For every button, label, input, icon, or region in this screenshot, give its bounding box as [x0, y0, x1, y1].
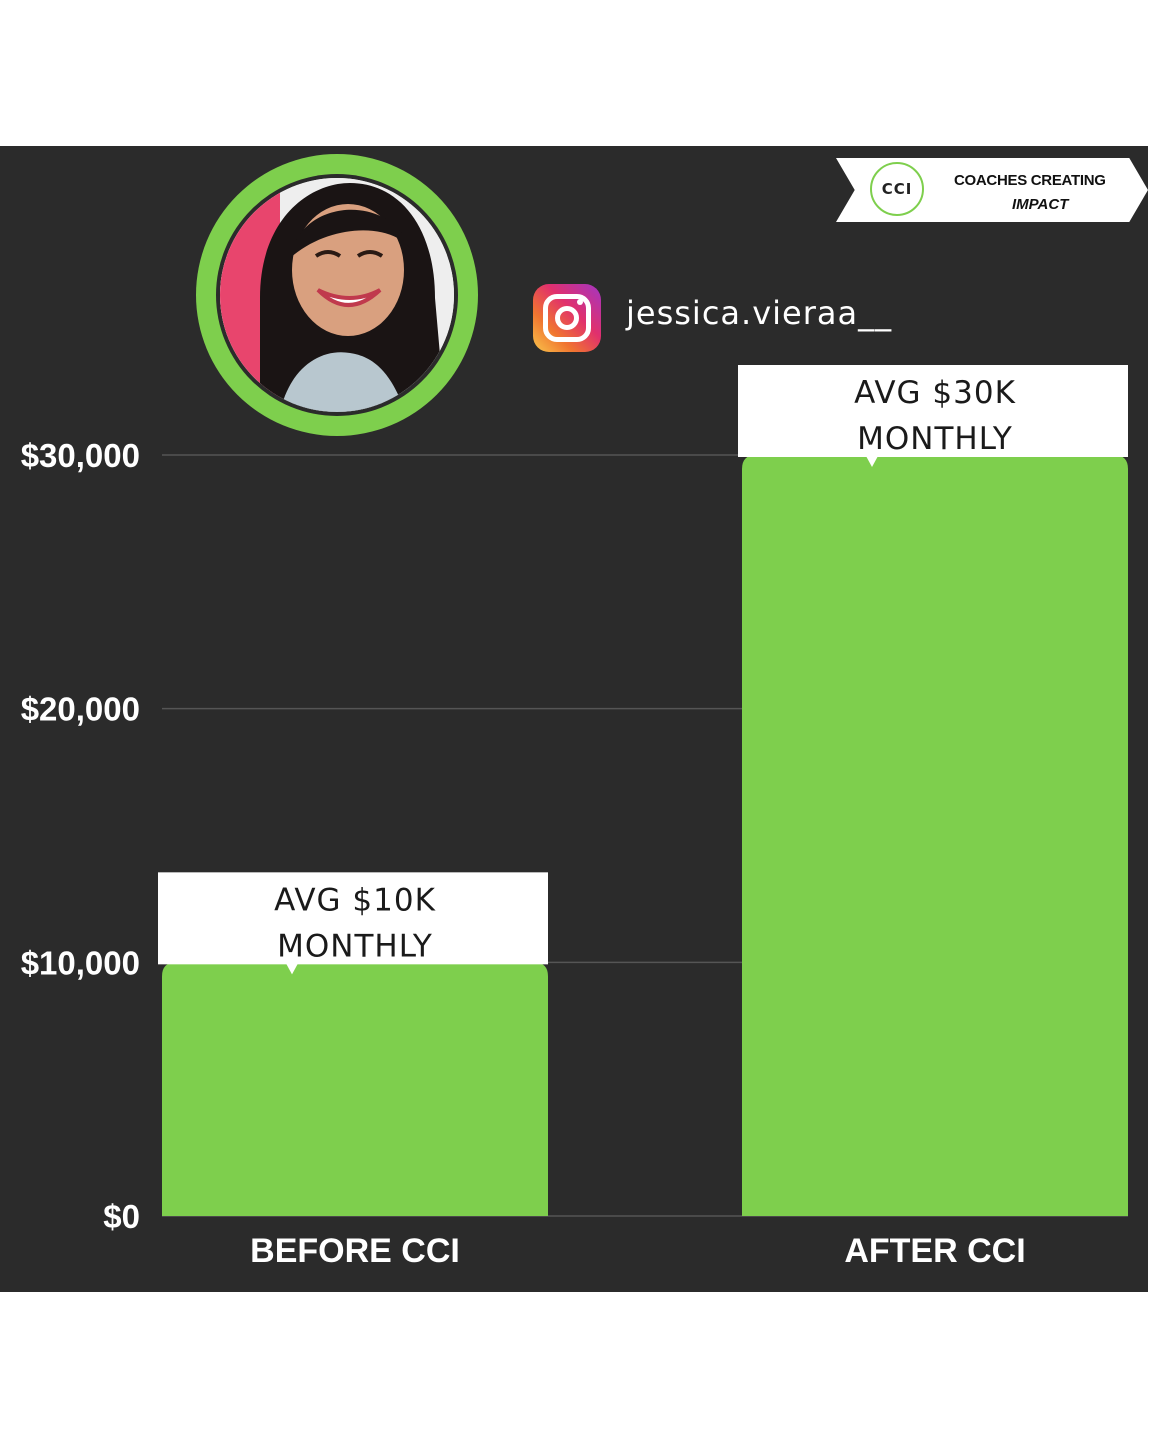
data-label: MONTHLY [277, 928, 433, 964]
portrait-illustration-icon [220, 178, 454, 412]
bar-chart: $0 $10,000 $20,000 $30,000 BEFORE CCI AVG $10… [21, 365, 1128, 1270]
bar [162, 962, 548, 1216]
data-label: AVG $30K [854, 375, 1016, 411]
data-label-pointer [286, 963, 298, 975]
data-label-box [738, 365, 1128, 457]
logo-text-line1: COACHES CREATING [954, 172, 1106, 189]
data-label-pointer [866, 456, 878, 467]
x-tick-label: BEFORE CCI [250, 1232, 460, 1270]
logo-text-line2: IMPACT [1012, 196, 1069, 213]
x-tick-label: AFTER CCI [844, 1232, 1025, 1270]
instagram-icon [533, 284, 601, 352]
data-label-box [158, 872, 548, 965]
y-tick-label: $20,000 [21, 691, 140, 728]
profile-photo [220, 178, 454, 412]
chart-panel: $0 $10,000 $20,000 $30,000 BEFORE CCI AVG $10… [0, 146, 1148, 1292]
avatar [196, 154, 478, 436]
cci-logo-icon: CCI [870, 162, 924, 216]
data-label: MONTHLY [857, 421, 1013, 457]
instagram-handle[interactable]: jessica.vieraa__ [626, 294, 893, 332]
y-tick-label: $10,000 [21, 944, 140, 981]
data-label: AVG $10K [274, 882, 436, 918]
bar [742, 455, 1128, 1216]
cci-logo-badge: CCI COACHES CREATING IMPACT [836, 158, 1148, 222]
y-tick-label: $30,000 [21, 437, 140, 474]
y-tick-label: $0 [103, 1198, 140, 1235]
